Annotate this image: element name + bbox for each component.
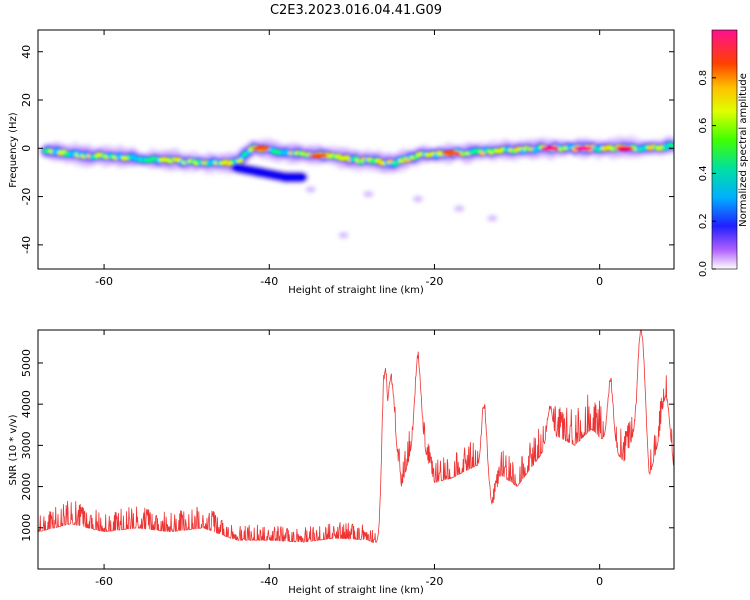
- spectrogram-ytick-label: -20: [20, 188, 33, 206]
- spectrogram-ytick-label: 20: [20, 93, 33, 107]
- spectrogram-scatter-blob: [487, 215, 498, 222]
- snr-ytick-label: 4000: [20, 390, 33, 418]
- spectrogram-branch-core: [298, 175, 305, 180]
- spectrogram-xlabel: Height of straight line (km): [288, 285, 424, 296]
- colorbar-tick-label: 0.8: [698, 70, 709, 86]
- colorbar-tick-label: 0.0: [698, 261, 709, 277]
- snr-panel: -60 -40 -20 0 1000 2000 3000 4000 5000 Height of…: [8, 329, 675, 596]
- spectrogram-scatter-blob: [338, 232, 349, 239]
- colorbar-gradient: [711, 29, 738, 270]
- spectrogram-ytick-label: 0: [20, 145, 33, 152]
- spectrogram-scatter-blob: [363, 191, 374, 198]
- spectrogram-panel: -60 -40 -20 0 -40 -20 0 20 40 Height of straight…: [8, 29, 675, 296]
- spectrogram-frame: [37, 29, 675, 270]
- spectrogram-xtick-label: -60: [95, 275, 113, 288]
- spectrogram-scatter-blob: [412, 195, 423, 202]
- snr-xtick-label: -60: [95, 575, 113, 588]
- snr-xlabel: Height of straight line (km): [288, 585, 424, 596]
- spectrogram-ridge: [42, 142, 674, 180]
- spectrogram-ytick-label: -40: [20, 236, 33, 254]
- spectrogram-core-blob: [670, 143, 674, 149]
- snr-ticks: -60 -40 -20 0 1000 2000 3000 4000 5000: [20, 330, 674, 588]
- spectrogram-hot-spot: [252, 145, 271, 151]
- spectrogram-hot-spot: [541, 145, 560, 151]
- spectrogram-xtick-label: -40: [260, 275, 278, 288]
- colorbar-tick-label: 0.6: [698, 118, 709, 134]
- snr-xtick-label: -40: [260, 575, 278, 588]
- colorbar-tick-label: 0.2: [698, 213, 709, 229]
- colorbar-label: Normalized spectral amplitude: [738, 73, 749, 227]
- spectrogram-hot-spot: [615, 145, 634, 151]
- snr-ytick-label: 1000: [20, 514, 33, 542]
- snr-ytick-label: 5000: [20, 349, 33, 377]
- snr-ytick-label: 2000: [20, 473, 33, 501]
- spectrogram-scatter-blob: [454, 205, 465, 212]
- snr-plot-area: [38, 330, 674, 569]
- colorbar-tick-label: 0.4: [698, 165, 709, 181]
- snr-ytick-label: 3000: [20, 431, 33, 459]
- spectrogram-ylabel: Frequency (Hz): [8, 112, 19, 188]
- snr-xtick-label: 0: [596, 575, 603, 588]
- snr-xtick-label: -20: [425, 575, 443, 588]
- spectrogram-hot-spot: [574, 145, 593, 151]
- spectrogram-hot-spot: [309, 152, 328, 159]
- spectrogram-ytick-label: 40: [20, 45, 33, 59]
- spectrogram-xtick-label: -20: [425, 275, 443, 288]
- snr-ylabel: SNR (10 * v/v): [8, 414, 19, 485]
- spectrogram-image: [39, 134, 674, 239]
- colorbar: 0.0 0.2 0.4 0.6 0.8 Normalized spectral ampl…: [698, 29, 749, 277]
- spectrogram-core-blob: [236, 158, 244, 164]
- colorbar-ticks: 0.0 0.2 0.4 0.6 0.8: [698, 70, 716, 277]
- spectrogram-scatter-blob: [305, 186, 316, 193]
- spectrogram-hot-spot: [441, 150, 460, 156]
- spectrogram-xtick-label: 0: [596, 275, 603, 288]
- figure-title: C2E3.2023.016.04.41.G09: [270, 3, 442, 18]
- spectrogram-ticks: -60 -40 -20 0 -40 -20 0 20 40: [20, 30, 674, 288]
- snr-frame: [37, 329, 675, 570]
- snr-series-line: [38, 330, 674, 544]
